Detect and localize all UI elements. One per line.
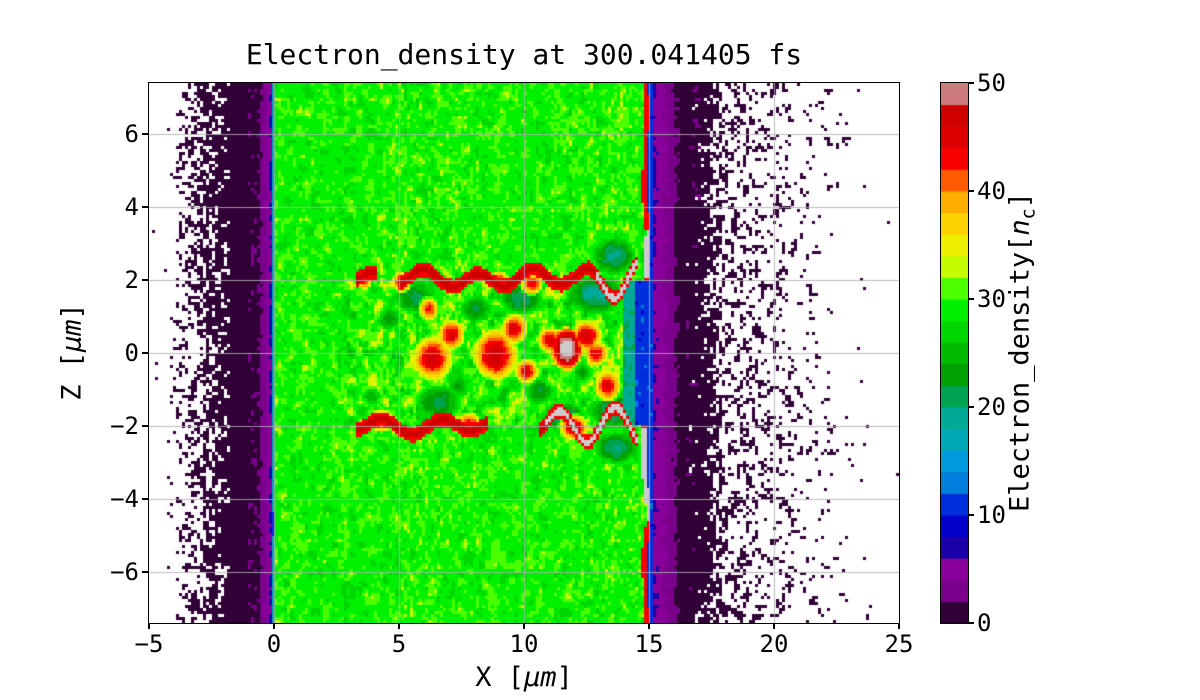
x-tick-label: 20 bbox=[759, 630, 789, 658]
y-tick-label: −4 bbox=[110, 484, 139, 513]
colorbar-tick-label: 0 bbox=[977, 609, 992, 637]
colorbar-tick-mark bbox=[968, 622, 974, 624]
y-tick-mark bbox=[142, 279, 148, 281]
x-tick-mark bbox=[898, 623, 900, 629]
colorbar-canvas bbox=[941, 83, 968, 623]
y-tick-label: 4 bbox=[124, 193, 139, 222]
colorbar-tick-label: 40 bbox=[977, 177, 1006, 205]
plot-title: Electron_density at 300.041405 fs bbox=[245, 38, 803, 71]
y-tick-label: −2 bbox=[110, 411, 139, 440]
colorbar-tick-mark bbox=[968, 514, 974, 516]
x-tick-label: 0 bbox=[266, 630, 282, 658]
x-tick-mark bbox=[648, 623, 650, 629]
y-tick-mark bbox=[142, 498, 148, 500]
x-tick-label: 10 bbox=[509, 630, 539, 658]
x-tick-mark bbox=[773, 623, 775, 629]
colorbar-tick-mark bbox=[968, 190, 974, 192]
x-axis-label: X [μm] bbox=[475, 662, 573, 693]
y-tick-mark bbox=[142, 571, 148, 573]
y-tick-mark bbox=[142, 352, 148, 354]
y-tick-mark bbox=[142, 206, 148, 208]
colorbar-frame bbox=[940, 82, 969, 624]
colorbar-tick-label: 20 bbox=[977, 393, 1006, 421]
x-tick-mark bbox=[148, 623, 150, 629]
x-tick-label: −5 bbox=[134, 630, 164, 658]
x-tick-label: 15 bbox=[634, 630, 664, 658]
y-tick-label: 6 bbox=[124, 120, 139, 149]
colorbar-tick-label: 30 bbox=[977, 285, 1006, 313]
x-tick-mark bbox=[273, 623, 275, 629]
x-tick-mark bbox=[398, 623, 400, 629]
y-tick-label: 2 bbox=[124, 266, 139, 295]
x-tick-mark bbox=[523, 623, 525, 629]
heatmap-canvas bbox=[149, 83, 899, 623]
y-tick-mark bbox=[142, 133, 148, 135]
colorbar-tick-mark bbox=[968, 298, 974, 300]
colorbar-tick-mark bbox=[968, 82, 974, 84]
colorbar-tick-label: 50 bbox=[977, 69, 1006, 97]
x-tick-label: 25 bbox=[884, 630, 914, 658]
y-tick-label: 0 bbox=[124, 339, 139, 367]
y-tick-mark bbox=[142, 425, 148, 427]
plot-frame bbox=[148, 82, 900, 624]
colorbar-tick-label: 10 bbox=[977, 501, 1006, 529]
colorbar-tick-mark bbox=[968, 406, 974, 408]
x-tick-label: 5 bbox=[391, 630, 407, 658]
colorbar-label: Electron_density[nc] bbox=[1004, 192, 1040, 512]
y-tick-label: −6 bbox=[110, 557, 139, 586]
